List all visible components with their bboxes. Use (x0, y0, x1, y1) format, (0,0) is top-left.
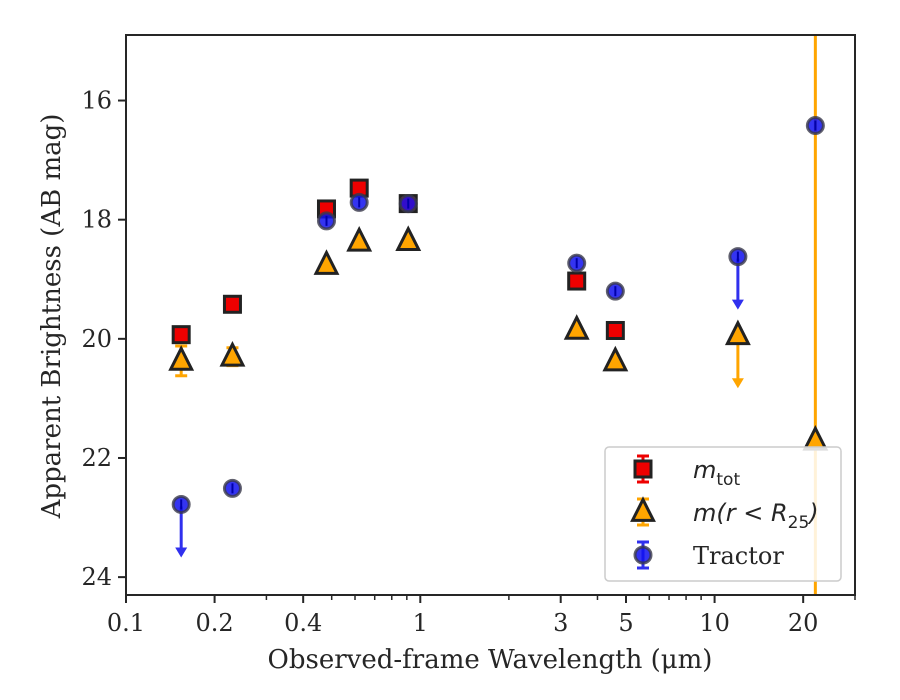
y-tick-label: 18 (81, 206, 112, 234)
x-tick-label: 10 (699, 609, 730, 637)
y-axis-label: Apparent Brightness (AB mag) (37, 114, 67, 520)
data-point-circle-0-limit-arrow-head (175, 547, 188, 558)
series-circle (171, 116, 825, 558)
x-tick-label: 20 (788, 609, 819, 637)
data-point-triangle-0 (168, 345, 195, 371)
y-tick-label: 20 (81, 325, 112, 353)
legend-box (604, 446, 842, 582)
legend-label-base: m(r < R (693, 499, 788, 527)
data-point-circle-7-limit-arrow-head (731, 299, 744, 310)
data-point-triangle-6 (602, 345, 629, 372)
legend-marker-circle (633, 545, 653, 565)
data-point-triangle-4 (395, 225, 422, 252)
data-point-triangle-3 (346, 225, 373, 252)
x-tick-label: 0.4 (284, 609, 322, 637)
data-point-triangle-7 (724, 319, 751, 346)
legend-label-subscript: tot (716, 470, 740, 490)
data-point-triangle-7-limit-arrow-head (731, 378, 744, 389)
data-point-triangle-2 (313, 249, 340, 275)
data-point-triangle-8 (802, 424, 829, 451)
legend-entry-circle: Tractor (633, 540, 784, 570)
series-triangle (168, 225, 829, 451)
series-square (171, 178, 625, 345)
legend-label-tail: ) (807, 499, 818, 527)
legend-label: m(r < R25) (693, 499, 819, 533)
data-point-triangle-1 (219, 340, 246, 367)
y-tick-label: 24 (81, 563, 112, 591)
axis-ticks: 0.1 0.2 0.4 1 3 5 10 20 16 18 20 22 24 (81, 87, 856, 637)
y-tick-label: 16 (81, 87, 112, 115)
x-tick-label: 0.2 (196, 609, 234, 637)
data-point-square-0 (171, 325, 191, 345)
data-point-square-5 (567, 271, 587, 291)
plot-area (168, 35, 829, 595)
data-point-square-1 (222, 294, 242, 314)
legend-marker-triangle (630, 496, 656, 522)
x-axis-label: Observed-frame Wavelength (μm) (268, 645, 713, 675)
plot-border (125, 34, 856, 596)
legend-label: Tractor (693, 542, 784, 570)
legend-marker-square (633, 459, 653, 479)
x-tick-label: 5 (618, 609, 633, 637)
legend: mtot m(r < R25) Tractor (604, 446, 842, 582)
data-point-triangle-5 (563, 314, 590, 340)
legend-entry-square: mtot (633, 454, 740, 490)
legend-label: mtot (693, 456, 740, 490)
data-point-square-6 (605, 320, 625, 340)
x-tick-label: 3 (553, 609, 568, 637)
y-tick-label: 22 (81, 444, 112, 472)
legend-label-base: m (693, 456, 716, 484)
legend-entry-triangle: m(r < R25) (630, 496, 819, 533)
x-tick-label: 0.1 (107, 609, 145, 637)
x-tick-label: 1 (413, 609, 428, 637)
legend-label-subscript: 25 (788, 513, 810, 533)
plot-frame (125, 34, 856, 596)
